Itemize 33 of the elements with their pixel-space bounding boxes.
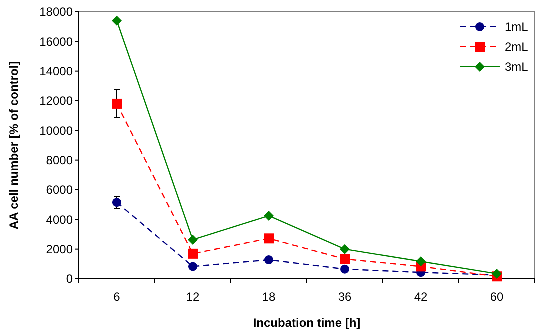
y-tick-label: 4000 xyxy=(46,212,74,227)
point xyxy=(188,248,198,259)
y-axis-title: AA cell number [% of control] xyxy=(7,61,21,230)
point xyxy=(340,244,350,254)
point xyxy=(188,234,198,245)
y-tick-label: 18000 xyxy=(40,5,74,20)
point xyxy=(188,262,198,272)
x-axis-title: Incubation time [h] xyxy=(253,316,361,330)
point xyxy=(264,210,274,221)
x-tick-label: 36 xyxy=(338,290,352,304)
legend-label: 2mL xyxy=(505,40,529,54)
x-tick-label: 42 xyxy=(414,290,428,304)
legend-label: 3mL xyxy=(505,60,529,74)
point xyxy=(340,254,350,264)
y-tick-label: 2000 xyxy=(46,242,74,257)
y-tick-label: 14000 xyxy=(40,64,74,79)
y-tick-label: 0 xyxy=(66,272,74,286)
point xyxy=(416,256,426,267)
x-tick-label: 6 xyxy=(114,290,121,304)
x-tick-label: 18 xyxy=(262,290,276,304)
y-tick-label: 16000 xyxy=(40,34,74,49)
legend-label: 1mL xyxy=(505,20,529,34)
y-tick-label: 6000 xyxy=(46,183,74,198)
point xyxy=(112,16,122,26)
point xyxy=(264,256,274,265)
point xyxy=(112,98,122,109)
point xyxy=(264,234,274,244)
y-tick-label: 10000 xyxy=(40,124,74,138)
x-tick-label: 60 xyxy=(490,290,504,304)
x-tick-label: 12 xyxy=(186,290,200,304)
y-tick-label: 8000 xyxy=(46,154,74,168)
y-tick-label: 12000 xyxy=(40,94,74,108)
point xyxy=(340,264,350,274)
